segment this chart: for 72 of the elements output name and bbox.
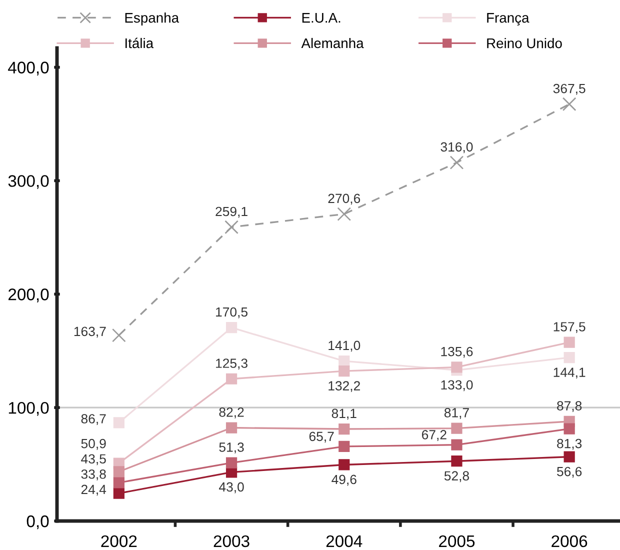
data-label: 270,6 [328, 194, 360, 205]
legend-label: E.U.A. [302, 13, 340, 23]
y-tick-label: 400,0 [8, 62, 49, 76]
data-label: 50,9 [81, 438, 106, 450]
point [113, 417, 124, 428]
data-label: 87,8 [557, 401, 582, 412]
point [337, 207, 352, 222]
point [113, 477, 124, 488]
data-label: 49,6 [332, 474, 356, 486]
point [338, 365, 350, 377]
data-label: 170,5 [216, 307, 248, 318]
y-tick-label: 300,0 [8, 175, 49, 189]
legend-label: Reino Unido [487, 38, 562, 48]
point [451, 422, 462, 434]
data-label: 86,7 [81, 414, 106, 425]
data-label: 81,7 [444, 408, 469, 419]
x-tick-label: 2006 [552, 535, 588, 548]
point [338, 356, 350, 367]
data-label: 141,0 [328, 340, 360, 352]
data-label: 81,1 [332, 408, 356, 420]
x-tick-label: 2005 [439, 535, 475, 548]
data-label: 367,5 [553, 84, 586, 95]
y-tick-label: 100,0 [8, 402, 49, 416]
data-label: 82,2 [219, 407, 244, 418]
point [338, 459, 350, 470]
legend-label: França [487, 13, 530, 26]
point [112, 328, 126, 342]
data-label: 316,0 [440, 142, 473, 154]
data-label: 52,8 [444, 471, 469, 482]
point [564, 451, 575, 462]
y-tick-label: 0,0 [26, 515, 49, 530]
point [338, 440, 350, 452]
point [226, 457, 238, 468]
data-label: 157,5 [554, 322, 586, 333]
legend-label: Itália [125, 38, 154, 48]
data-label: 163,7 [74, 326, 106, 338]
y-tick-label: 200,0 [8, 288, 49, 302]
data-label: 43,0 [218, 482, 244, 494]
x-tick-label: 2002 [101, 535, 137, 548]
data-label: 259,1 [216, 206, 248, 218]
data-label: 65,7 [309, 432, 334, 443]
data-label: 135,6 [441, 346, 473, 358]
data-label: 132,2 [328, 381, 360, 392]
point [226, 373, 238, 384]
data-label: 24,4 [81, 484, 106, 496]
x-tick-label: 2003 [214, 535, 250, 548]
data-label: 144,1 [554, 368, 586, 379]
point [564, 336, 575, 348]
data-label: 67,2 [422, 430, 446, 441]
point [562, 97, 576, 112]
point [113, 488, 124, 499]
point [564, 352, 575, 364]
data-label: 125,3 [216, 358, 248, 370]
x-tick-label: 2004 [326, 535, 362, 548]
data-label: 81,3 [557, 438, 582, 450]
point [450, 156, 464, 170]
point [113, 466, 124, 478]
data-label: 51,3 [219, 442, 244, 454]
data-label: 33,8 [81, 469, 106, 480]
point [226, 322, 238, 334]
data-label: 56,6 [557, 466, 582, 478]
legend-label: Espanha [125, 12, 180, 26]
point [226, 422, 238, 434]
point [451, 439, 462, 450]
point [338, 423, 350, 435]
point [224, 220, 238, 234]
data-label: 133,0 [441, 380, 473, 392]
legend-label: Alemanha [301, 38, 364, 48]
point [451, 456, 462, 467]
data-label: 43,5 [81, 454, 106, 466]
point [564, 423, 575, 434]
point [451, 362, 462, 373]
